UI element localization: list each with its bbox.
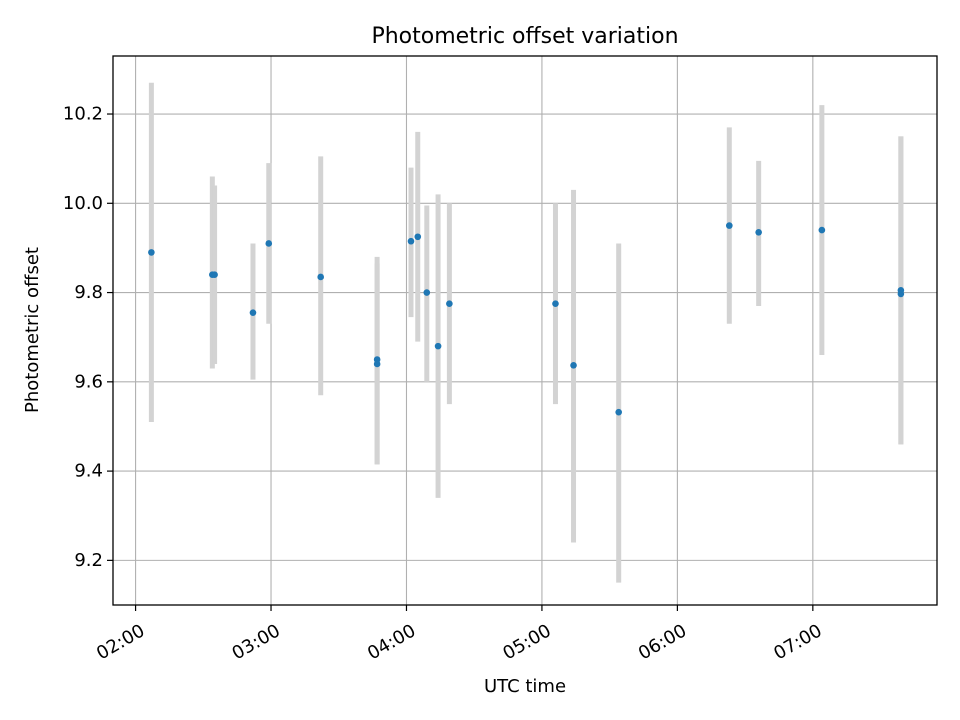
y-tick-label: 10.2 [63, 104, 103, 125]
data-point [615, 408, 622, 416]
y-tick-label: 10.0 [63, 193, 103, 214]
data-point [818, 226, 826, 234]
data-point [726, 222, 733, 229]
data-points [148, 222, 905, 416]
y-tick-label: 9.4 [74, 461, 103, 482]
y-axis-ticks: 9.2 9.4 9.6 9.8 10.0 10.2 [63, 104, 113, 571]
y-tick-label: 9.8 [74, 282, 103, 303]
data-point [148, 249, 155, 256]
data-point [446, 300, 453, 308]
data-point [249, 309, 257, 316]
plot-frame [112, 55, 938, 606]
data-point [434, 342, 442, 350]
data-point [570, 362, 577, 369]
data-point [552, 300, 559, 308]
y-tick-label: 9.6 [74, 371, 103, 392]
data-point [414, 233, 422, 241]
chart-title: Photometric offset variation [371, 24, 678, 49]
data-point [897, 290, 905, 298]
data-point [407, 237, 415, 245]
data-point [265, 240, 273, 247]
data-point [423, 289, 431, 296]
y-tick-label: 9.2 [74, 550, 103, 571]
grid-lines [113, 56, 937, 605]
x-axis-label: UTC time [484, 676, 566, 697]
data-point [317, 273, 324, 281]
data-point [755, 229, 762, 236]
y-axis-label: Photometric offset [22, 247, 43, 413]
data-point [373, 360, 381, 368]
data-point [211, 271, 218, 279]
